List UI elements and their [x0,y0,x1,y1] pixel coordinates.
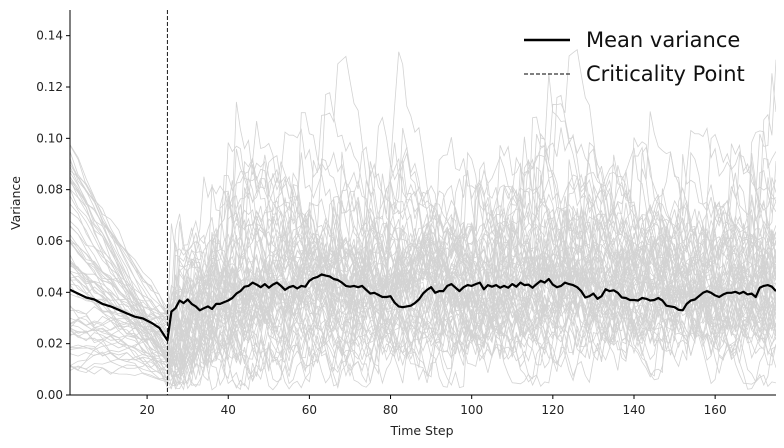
x-tick-label: 60 [302,403,317,417]
background-series-line [70,73,776,377]
background-series-line [70,127,776,353]
x-tick-label: 20 [139,403,154,417]
x-tick-label: 80 [383,403,398,417]
background-series-line [70,198,776,387]
y-tick-group: 0.00 0.02 0.04 0.06 0.08 0.10 0.12 0.14 [36,29,70,402]
y-tick-label: 0.10 [36,131,63,145]
background-series-line [70,143,776,383]
background-series-line [70,147,776,388]
background-series-line [70,195,776,387]
background-series-line [70,144,776,387]
legend-criticality-label: Criticality Point [586,62,745,86]
background-series-line [70,201,776,389]
mean-variance-line [70,273,776,342]
background-series-line [70,220,776,355]
x-tick-label: 140 [623,403,646,417]
y-tick-label: 0.00 [36,388,63,402]
y-tick-label: 0.04 [36,285,63,299]
x-axis-label: Time Step [389,423,453,438]
y-tick-label: 0.02 [36,337,63,351]
x-tick-label: 100 [460,403,483,417]
background-series-line [70,151,776,365]
y-tick-label: 0.08 [36,183,63,197]
background-series-group [70,48,776,391]
y-tick-label: 0.12 [36,80,63,94]
background-series-line [70,94,776,368]
x-tick-label: 120 [541,403,564,417]
y-tick-label: 0.06 [36,234,63,248]
mean-variance-group [70,273,776,342]
y-axis-label: Variance [8,176,23,230]
x-tick-label: 40 [221,403,236,417]
x-tick-label: 160 [704,403,727,417]
legend-mean-label: Mean variance [586,28,740,52]
legend: Mean variance Criticality Point [524,28,745,86]
x-tick-group: 20 40 60 80 100 120 140 160 [139,395,727,417]
y-tick-label: 0.14 [36,29,63,43]
background-series-line [70,48,776,389]
